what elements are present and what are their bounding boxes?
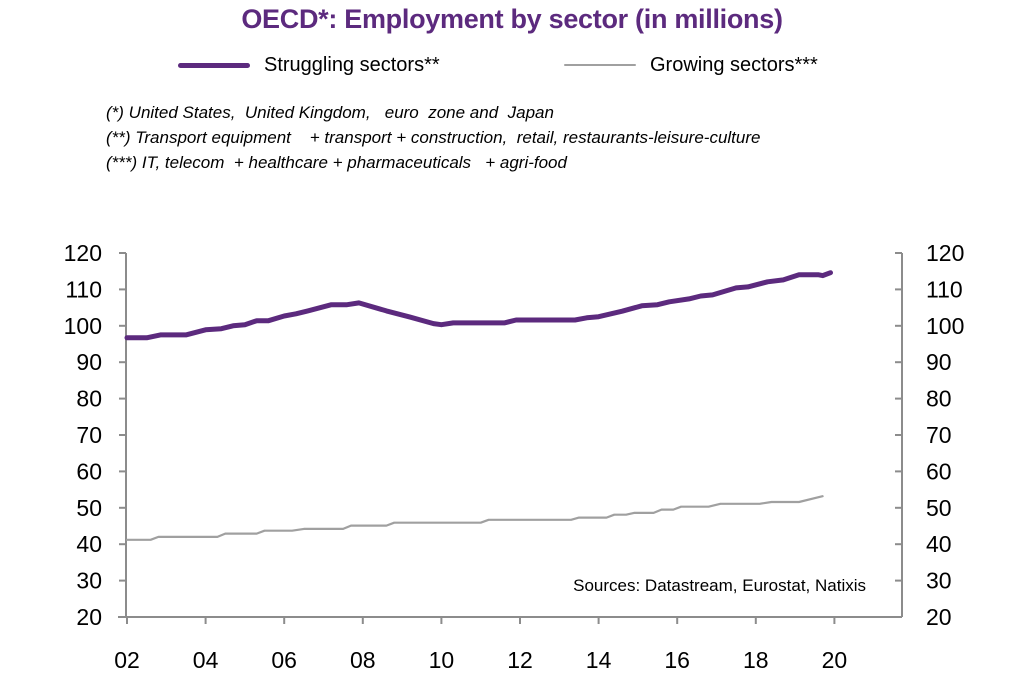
footnote-struggling: (**) Transport equipment + transport + c… [106,128,761,147]
y-tick-label-right: 80 [926,386,952,412]
series-line-struggling [124,270,833,341]
y-tick-label-right: 110 [926,276,963,302]
chart-title: OECD*: Employment by sector (in millions… [241,4,783,34]
y-tick-label-left: 90 [76,349,102,375]
y-tick-label-right: 50 [926,495,952,521]
x-tick-label: 10 [429,647,455,673]
y-tick-label-left: 30 [76,568,102,594]
x-tick-label: 04 [193,647,219,673]
y-tick-label-right: 60 [926,458,952,484]
y-tick-label-left: 120 [64,240,102,266]
x-tick-label: 14 [586,647,612,673]
legend-item-struggling: Struggling sectors** [178,50,440,80]
y-tick-label-right: 40 [926,531,952,557]
legend-item-growing: Growing sectors*** [564,50,818,80]
legend-swatch-growing [564,64,636,66]
footnote-growing: (***) IT, telecom + healthcare + pharmac… [106,153,567,172]
y-tick-label-right: 30 [926,568,952,594]
legend-label-struggling: Struggling sectors** [264,53,440,76]
sources-annotation: Sources: Datastream, Eurostat, Natixis [573,576,866,595]
x-tick-label: 06 [271,647,297,673]
y-tick-label-left: 50 [76,495,102,521]
series-group [124,270,833,541]
legend-label-growing: Growing sectors*** [650,53,818,76]
footnote-oecd: (*) United States, United Kingdom, euro … [106,103,554,122]
footnotes: (*) United States, United Kingdom, euro … [106,100,760,175]
y-tick-label-left: 70 [76,422,102,448]
y-tick-label-right: 100 [926,313,964,339]
legend: Struggling sectors** Growing sectors*** [0,50,1024,80]
y-tick-label-left: 110 [65,276,102,302]
y-tick-label-left: 20 [76,604,102,630]
y-tick-label-right: 90 [926,349,952,375]
axes: 20 20 30 30 40 40 50 50 60 60 70 70 80 80 90 90 100 100 11… [64,240,965,673]
y-tick-label-left: 80 [76,386,102,412]
x-tick-label: 12 [507,647,533,673]
x-tick-label: 08 [350,647,376,673]
series-line-growing [125,495,824,541]
y-tick-label-right: 120 [926,240,964,266]
x-tick-label: 20 [822,647,848,673]
y-tick-label-left: 40 [76,531,102,557]
y-tick-label-right: 70 [926,422,952,448]
y-tick-label-left: 60 [76,458,102,484]
x-tick-label: 16 [664,647,690,673]
y-tick-label-left: 100 [64,313,102,339]
legend-swatch-struggling [178,62,250,68]
x-tick-label: 02 [114,647,140,673]
y-tick-label-right: 20 [926,604,952,630]
x-tick-label: 18 [743,647,769,673]
